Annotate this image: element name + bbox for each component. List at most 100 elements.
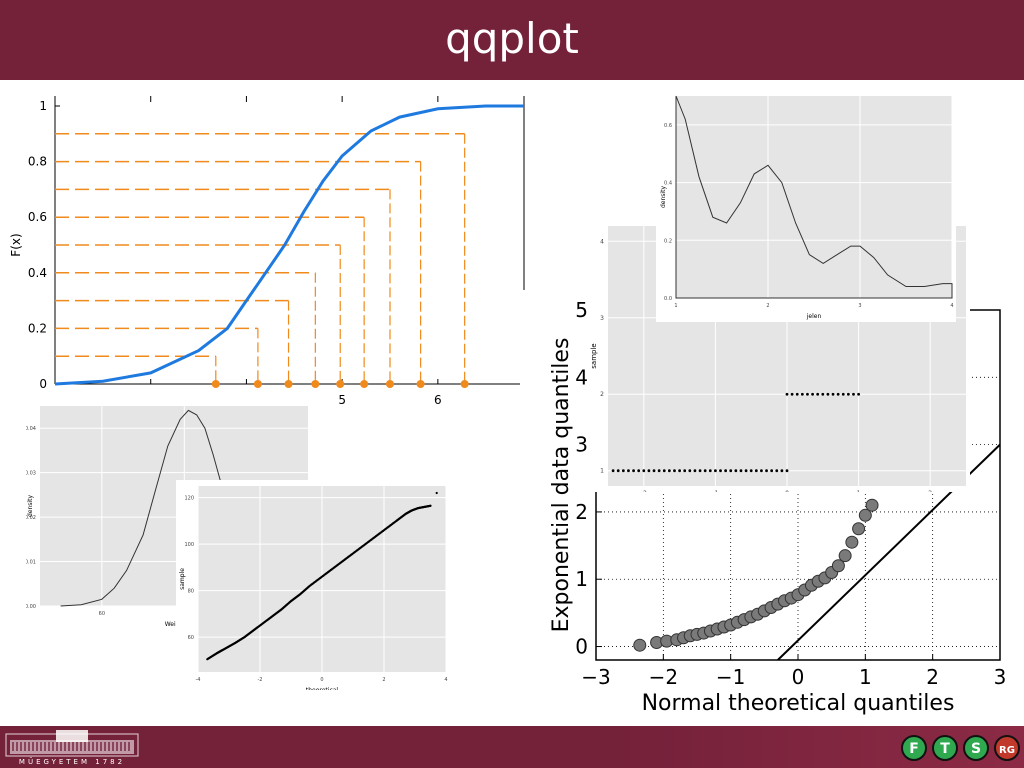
qq-exponential-svg: −3 −2 −1 0 1 2 3 0 1 2 3 4 5 Normal theoretical quant… (549, 298, 1007, 716)
qq-point (852, 392, 855, 396)
qq-point (621, 469, 625, 473)
y-tick-label: 1 (600, 468, 604, 475)
badge-s (963, 735, 989, 761)
qq-point (831, 392, 835, 396)
x-tick-label: −2 (649, 665, 678, 689)
logo-column (112, 742, 114, 751)
logo-column (120, 742, 122, 751)
density-jelen-svg: 1 2 3 4 0.0 0.2 0.4 0.6 jelen density (660, 95, 954, 320)
y-tick-label: 0.03 (26, 471, 36, 477)
qq-point (770, 469, 774, 473)
x-tick-label: 1 (857, 490, 861, 492)
x-tick-label: 4 (950, 303, 953, 309)
qq-point (683, 469, 687, 473)
x-tick-label: -2 (258, 677, 263, 683)
y-tick-label: 0 (575, 635, 588, 659)
badge-rg (994, 735, 1020, 761)
y-tick-label: 4 (575, 365, 588, 389)
qq-point (627, 469, 630, 473)
qq-point (744, 469, 748, 473)
y-tick-label: 1 (39, 99, 47, 113)
qq-weight-chart: -4 -2 0 2 4 60 80 100 120 theoretical sample (176, 480, 450, 690)
y-tick-label: 0.01 (26, 560, 36, 566)
quantile-marker (460, 380, 469, 388)
logo-column (76, 742, 78, 751)
logo-column (92, 742, 94, 751)
logo-column (36, 742, 38, 751)
y-tick-label: 120 (184, 496, 194, 502)
qq-point (836, 392, 840, 396)
y-axis-label: F(x) (9, 233, 23, 256)
x-tick-label: -2 (641, 490, 647, 492)
quantile-marker (336, 380, 345, 388)
badge-f (901, 735, 927, 761)
density-jelen-chart: 1 2 3 4 0.0 0.2 0.4 0.6 jelen density (656, 88, 956, 322)
qq-point (734, 469, 738, 473)
x-tick-label: 5 (338, 393, 346, 407)
badge-label: RG (999, 745, 1015, 756)
y-tick-label: 0.04 (26, 426, 36, 432)
qq-point (780, 469, 784, 473)
x-tick-label: 1 (859, 665, 872, 689)
logo-column (44, 742, 46, 751)
y-axis-label: Exponential data quantiles (549, 338, 574, 633)
quantile-marker (211, 380, 220, 388)
x-axis-label: Weigh (165, 621, 184, 628)
qq-point (845, 535, 859, 549)
qq-point (739, 469, 743, 473)
logo-column (56, 742, 58, 751)
x-tick-label: 4 (444, 677, 447, 683)
y-tick-label: 0.00 (26, 604, 36, 610)
qq-point (616, 469, 620, 473)
y-tick-label: 0.6 (28, 210, 47, 224)
logo-column (124, 742, 126, 751)
x-tick-label: 2 (928, 490, 932, 492)
footer-logo-text: MŰEGYETEM 1782 (19, 757, 125, 766)
logo-column (20, 742, 22, 751)
qq-point (821, 392, 825, 396)
x-tick-label: 6 (434, 393, 442, 407)
y-tick-label: 1 (575, 567, 588, 591)
y-tick-label: 3 (575, 433, 588, 457)
qq-point (760, 469, 763, 473)
y-tick-label: 80 (188, 589, 194, 595)
qq-point (688, 469, 692, 473)
y-axis-label: density (27, 495, 34, 517)
x-tick-label: −1 (716, 665, 745, 689)
cdf-chart: 0 0.2 0.4 0.6 0.8 1 5 6 F(x) (0, 88, 530, 408)
qq-point (657, 469, 661, 473)
qq-point (806, 392, 809, 396)
y-tick-label: 0.4 (664, 181, 672, 187)
x-tick-label: 0 (785, 490, 789, 492)
logo-column (48, 742, 50, 751)
qq-point (729, 469, 733, 473)
quantile-marker (360, 380, 369, 388)
logo-column (32, 742, 34, 751)
y-tick-label: 0.02 (26, 515, 36, 521)
x-tick-label: 2 (926, 665, 939, 689)
qq-point (642, 469, 646, 473)
x-tick-label: -4 (196, 677, 201, 683)
qq-point (831, 559, 845, 573)
density-curve (675, 95, 953, 299)
logo-column (24, 742, 26, 751)
y-tick-label: 0.0 (664, 296, 672, 302)
logo-column (128, 742, 130, 751)
qq-point (846, 392, 850, 396)
x-tick-label: -1 (712, 490, 718, 492)
qq-point (693, 469, 697, 473)
qq-point (435, 491, 438, 495)
badge-label: T (940, 741, 950, 757)
x-axis-label: Normal theoretical quantiles (642, 691, 955, 716)
x-tick-label: 3 (994, 665, 1007, 689)
qq-point (838, 549, 852, 563)
logo-column (52, 742, 54, 751)
qq-point (841, 392, 845, 396)
title-bar: qqplot (0, 0, 1024, 80)
x-axis-label: jelen (806, 313, 822, 320)
cdf-curve (54, 104, 524, 386)
y-tick-label: 0.6 (664, 123, 672, 129)
qq-point (698, 469, 702, 473)
qq-point (816, 392, 820, 396)
qq-point (632, 469, 635, 473)
